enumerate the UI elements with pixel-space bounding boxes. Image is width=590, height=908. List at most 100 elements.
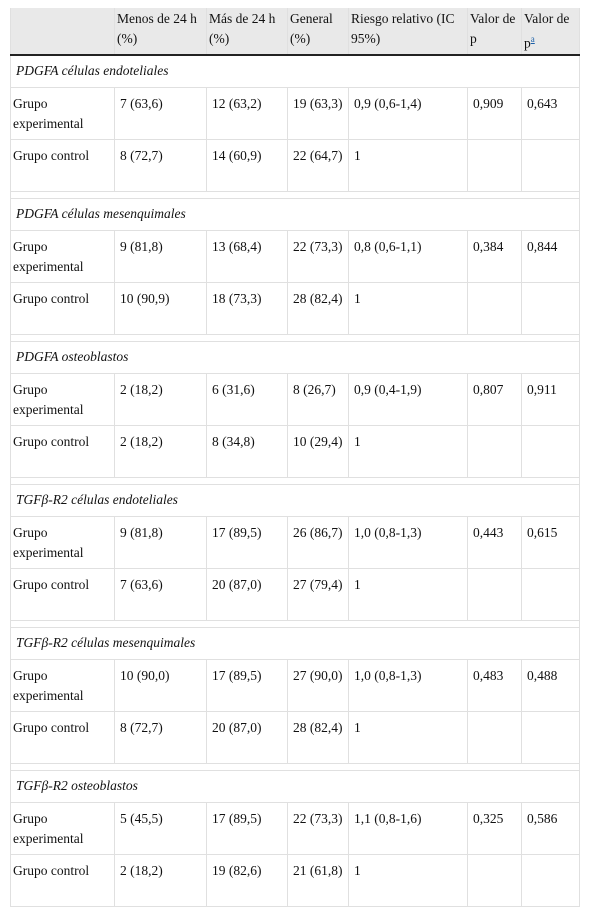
cell: 0,643	[521, 86, 580, 140]
cell: 1	[348, 138, 468, 192]
cell: Grupo control	[10, 853, 115, 907]
spacer-row	[10, 333, 580, 342]
cell: 0,586	[521, 801, 580, 855]
cell: 22 (64,7)	[287, 138, 349, 192]
cell: Grupo experimental	[10, 86, 115, 140]
spacer-cell	[10, 333, 580, 342]
cell	[467, 710, 522, 764]
cell: 5 (45,5)	[114, 801, 207, 855]
cell: Grupo control	[10, 424, 115, 478]
cell	[467, 424, 522, 478]
spacer-cell	[10, 762, 580, 771]
cell: 0,384	[467, 229, 522, 283]
section-title: TGFβ-R2 células mesenquimales	[10, 626, 580, 660]
cell: 1,1 (0,8-1,6)	[348, 801, 468, 855]
cell: 20 (87,0)	[206, 710, 288, 764]
section-title: TGFβ-R2 células endoteliales	[10, 483, 580, 517]
cell: Grupo experimental	[10, 372, 115, 426]
cell	[521, 138, 580, 192]
cell: 0,9 (0,6-1,4)	[348, 86, 468, 140]
cell: 18 (73,3)	[206, 281, 288, 335]
section-row: PDGFA células endoteliales	[10, 54, 580, 88]
cell	[521, 853, 580, 907]
spacer-row	[10, 619, 580, 628]
data-row: Grupo experimental 9 (81,8) 13 (68,4) 22 (7…	[10, 229, 580, 283]
cell: 19 (82,6)	[206, 853, 288, 907]
section-title: TGFβ-R2 osteoblastos	[10, 769, 580, 803]
cell: 9 (81,8)	[114, 229, 207, 283]
section-row: TGFβ-R2 células mesenquimales	[10, 626, 580, 660]
cell	[467, 281, 522, 335]
cell: 9 (81,8)	[114, 515, 207, 569]
cell	[521, 424, 580, 478]
footnote-marker: a	[530, 34, 535, 44]
cell: 17 (89,5)	[206, 658, 288, 712]
section-title: PDGFA osteoblastos	[10, 340, 580, 374]
cell: 28 (82,4)	[287, 281, 349, 335]
cell: 20 (87,0)	[206, 567, 288, 621]
cell: Grupo control	[10, 138, 115, 192]
cell: 8 (72,7)	[114, 138, 207, 192]
spacer-cell	[10, 619, 580, 628]
cell: 0,443	[467, 515, 522, 569]
spacer-row	[10, 476, 580, 485]
cell: 12 (63,2)	[206, 86, 288, 140]
column-header: General (%)	[287, 8, 349, 56]
cell: 8 (26,7)	[287, 372, 349, 426]
cell: 2 (18,2)	[114, 853, 207, 907]
column-header: Valor de pa	[521, 8, 580, 56]
section-row: PDGFA osteoblastos	[10, 340, 580, 374]
cell: 27 (90,0)	[287, 658, 349, 712]
cell: 0,844	[521, 229, 580, 283]
cell: 2 (18,2)	[114, 372, 207, 426]
data-row: Grupo experimental 10 (90,0) 17 (89,5) 27 (…	[10, 658, 580, 712]
section-title: PDGFA células endoteliales	[10, 54, 580, 88]
cell: 17 (89,5)	[206, 801, 288, 855]
cell: 21 (61,8)	[287, 853, 349, 907]
cell	[521, 567, 580, 621]
cell: 10 (29,4)	[287, 424, 349, 478]
cell: Grupo experimental	[10, 658, 115, 712]
cell: 8 (34,8)	[206, 424, 288, 478]
cell: 22 (73,3)	[287, 229, 349, 283]
data-row: Grupo control 7 (63,6) 20 (87,0) 27 (79,4) 1	[10, 567, 580, 621]
column-header: Valor de p	[467, 8, 522, 56]
spacer-row	[10, 762, 580, 771]
cell: Grupo experimental	[10, 515, 115, 569]
cell	[521, 710, 580, 764]
section-title: PDGFA células mesenquimales	[10, 197, 580, 231]
cell: 2 (18,2)	[114, 424, 207, 478]
cell: 1	[348, 424, 468, 478]
data-row: Grupo control 2 (18,2) 8 (34,8) 10 (29,4) 1	[10, 424, 580, 478]
cell: 0,9 (0,4-1,9)	[348, 372, 468, 426]
cell: 0,488	[521, 658, 580, 712]
cell: 1	[348, 281, 468, 335]
cell: 22 (73,3)	[287, 801, 349, 855]
cell: Grupo control	[10, 567, 115, 621]
cell: 0,325	[467, 801, 522, 855]
cell: 0,8 (0,6-1,1)	[348, 229, 468, 283]
section-row: TGFβ-R2 células endoteliales	[10, 483, 580, 517]
data-row: Grupo experimental 7 (63,6) 12 (63,2) 19 (6…	[10, 86, 580, 140]
cell: 0,807	[467, 372, 522, 426]
section-row: PDGFA células mesenquimales	[10, 197, 580, 231]
data-row: Grupo control 8 (72,7) 14 (60,9) 22 (64,7) 1	[10, 138, 580, 192]
cell: 8 (72,7)	[114, 710, 207, 764]
cell: 10 (90,9)	[114, 281, 207, 335]
spacer-row	[10, 190, 580, 199]
table-body: PDGFA células endoteliales Grupo experime…	[10, 54, 580, 907]
cell: Grupo experimental	[10, 801, 115, 855]
data-row: Grupo control 2 (18,2) 19 (82,6) 21 (61,8) 1	[10, 853, 580, 907]
header-row: Menos de 24 h (%) Más de 24 h (%) General …	[10, 8, 580, 56]
column-header: Más de 24 h (%)	[206, 8, 288, 56]
cell: 0,911	[521, 372, 580, 426]
data-row: Grupo experimental 9 (81,8) 17 (89,5) 26 (8…	[10, 515, 580, 569]
cell: Grupo control	[10, 710, 115, 764]
cell: 1	[348, 853, 468, 907]
cell: 0,615	[521, 515, 580, 569]
cell: 27 (79,4)	[287, 567, 349, 621]
results-table: Menos de 24 h (%) Más de 24 h (%) General …	[10, 8, 580, 907]
cell: 6 (31,6)	[206, 372, 288, 426]
cell: 17 (89,5)	[206, 515, 288, 569]
